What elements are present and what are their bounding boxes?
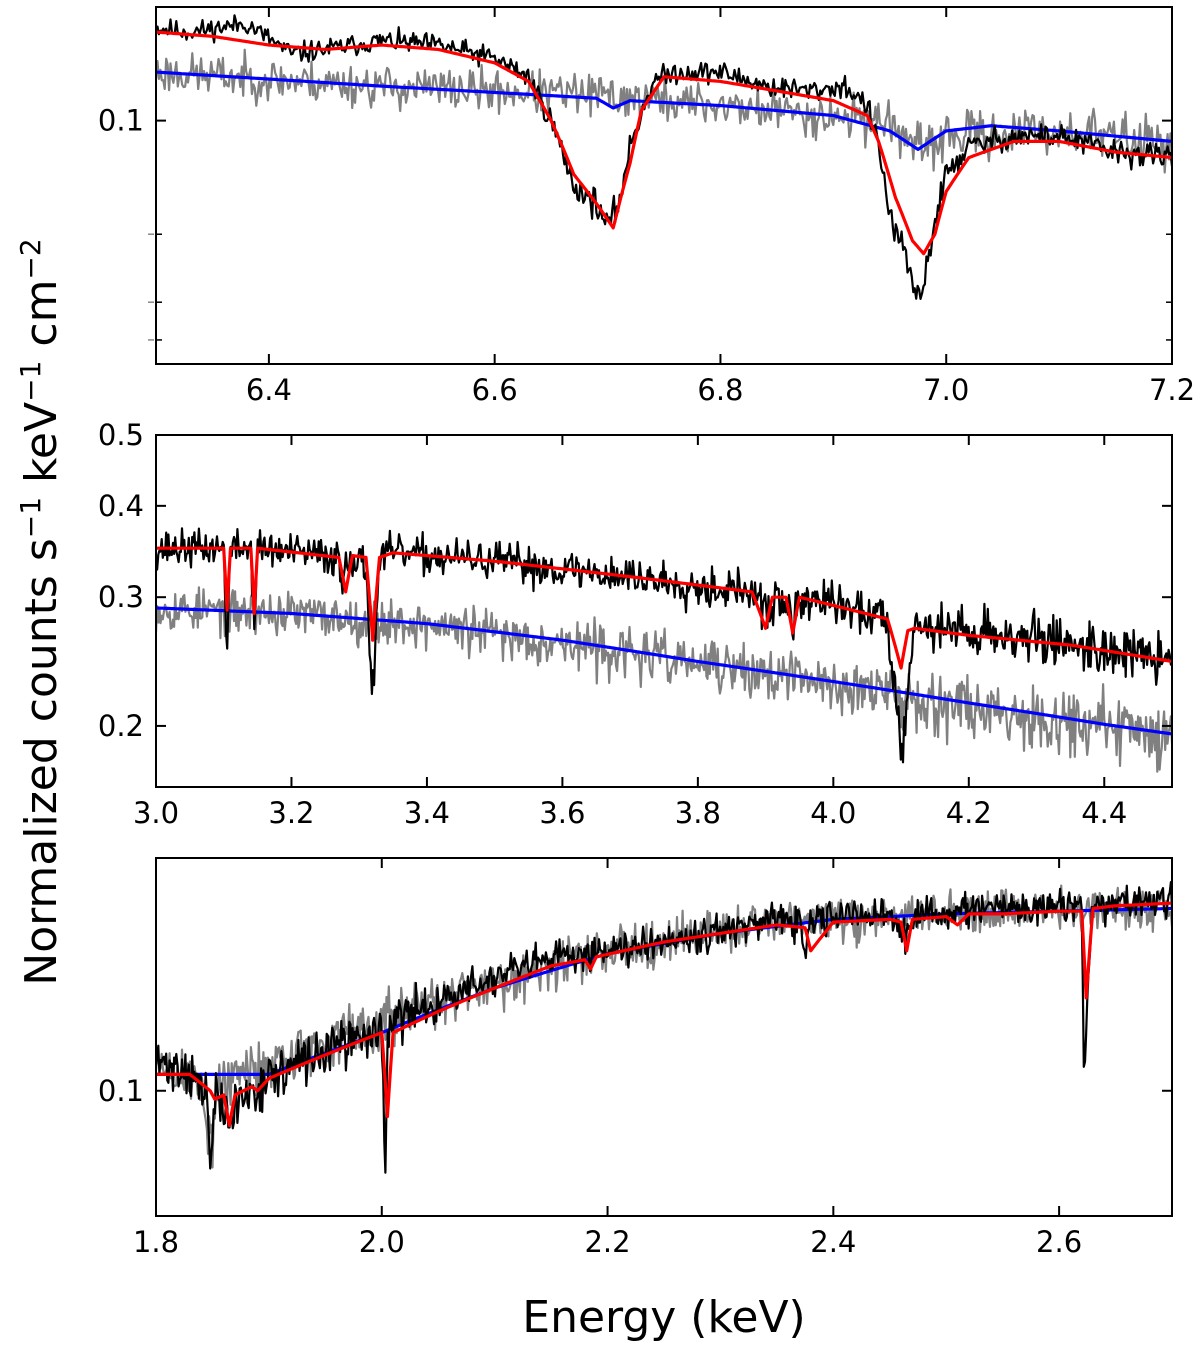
panel-1-frame — [155, 6, 1173, 365]
panel-2-red-model-line — [156, 546, 1172, 670]
panel-1-xtick-label: 7.0 — [923, 373, 969, 407]
panel-3-ytick-label: 0.1 — [98, 1074, 144, 1108]
y-axis-title-part-2: keV — [16, 402, 67, 497]
panel-1-xtick-label: 6.6 — [472, 373, 518, 407]
panel-3-xtick-label: 2.2 — [584, 1225, 630, 1259]
y-axis-title: Normalized counts s−1 keV−1 cm−2 — [14, 238, 67, 985]
panel-1-xtick-label: 6.4 — [246, 373, 292, 407]
y-axis-title-exp-3: −2 — [14, 238, 47, 279]
panel-2-xtick-label: 3.4 — [404, 796, 450, 830]
panel-2: 3.0 3.2 3.4 3.6 3.8 4.0 4.2 4.4 0.5 0.4 0.3 0.2 — [98, 418, 1173, 830]
y-axis-title-exp-2: −1 — [14, 361, 47, 402]
panel-2-xtick-label: 3.0 — [133, 796, 179, 830]
panel-1-ytick-label: 0.1 — [98, 104, 144, 138]
panel-2-blue-model-line — [156, 606, 1172, 736]
panel-2-xtick-label: 4.4 — [1081, 796, 1127, 830]
panel-2-xtick-label: 3.6 — [539, 796, 585, 830]
panel-3-frame — [155, 857, 1173, 1217]
panel-2-ytick-label: 0.3 — [98, 580, 144, 614]
panel-3-ticks: 1.8 2.0 2.2 2.4 2.6 0.1 — [98, 858, 1172, 1259]
panel-1-xtick-label: 7.2 — [1149, 373, 1195, 407]
y-axis-title-exp-1: −1 — [14, 497, 47, 538]
panel-3: 1.8 2.0 2.2 2.4 2.6 0.1 — [98, 857, 1173, 1259]
panel-3-xtick-label: 2.0 — [359, 1225, 405, 1259]
panel-1-ticks: 6.4 6.6 6.8 7.0 7.2 0.1 — [98, 7, 1195, 407]
panel-3-red-model-line — [156, 901, 1172, 1127]
panel-1-red-model-line — [156, 30, 1172, 256]
x-axis-title: Energy (keV) — [522, 1292, 805, 1343]
y-axis-title-part-3: cm — [16, 280, 67, 361]
panel-1: 6.4 6.6 6.8 7.0 7.2 0.1 — [98, 6, 1195, 407]
panel-3-xtick-label: 2.6 — [1036, 1225, 1082, 1259]
panel-2-grey-data-line — [156, 583, 1172, 773]
panel-2-black-data-line — [156, 527, 1172, 764]
panel-2-ytick-label: 0.2 — [98, 709, 144, 743]
panel-1-series — [156, 14, 1172, 300]
panel-1-xtick-label: 6.8 — [697, 373, 743, 407]
panel-2-series — [156, 527, 1172, 773]
panel-2-ticks: 3.0 3.2 3.4 3.6 3.8 4.0 4.2 4.4 0.5 0.4 0.3 0.2 — [98, 418, 1172, 830]
panel-2-xtick-label: 4.0 — [810, 796, 856, 830]
panel-2-ytick-label: 0.5 — [98, 418, 144, 452]
panel-2-xtick-label: 4.2 — [946, 796, 992, 830]
panel-1-blue-model-line — [156, 70, 1172, 151]
panel-2-xtick-label: 3.8 — [675, 796, 721, 830]
panel-2-ytick-label: 0.4 — [98, 489, 144, 523]
panel-2-xtick-label: 3.2 — [268, 796, 314, 830]
panel-3-xtick-label: 2.4 — [810, 1225, 856, 1259]
panel-3-series — [156, 881, 1172, 1174]
panel-3-xtick-label: 1.8 — [133, 1225, 179, 1259]
panel-2-frame — [155, 434, 1173, 788]
y-axis-title-part-1: Normalized counts s — [16, 538, 67, 985]
